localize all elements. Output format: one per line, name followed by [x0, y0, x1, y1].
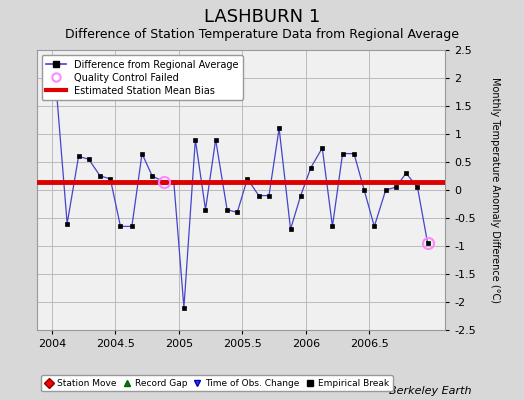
Text: Berkeley Earth: Berkeley Earth: [389, 386, 472, 396]
Text: Difference of Station Temperature Data from Regional Average: Difference of Station Temperature Data f…: [65, 28, 459, 41]
Text: LASHBURN 1: LASHBURN 1: [204, 8, 320, 26]
Legend: Station Move, Record Gap, Time of Obs. Change, Empirical Break: Station Move, Record Gap, Time of Obs. C…: [41, 375, 392, 392]
Y-axis label: Monthly Temperature Anomaly Difference (°C): Monthly Temperature Anomaly Difference (…: [490, 77, 500, 303]
Legend: Difference from Regional Average, Quality Control Failed, Estimated Station Mean: Difference from Regional Average, Qualit…: [41, 55, 243, 100]
